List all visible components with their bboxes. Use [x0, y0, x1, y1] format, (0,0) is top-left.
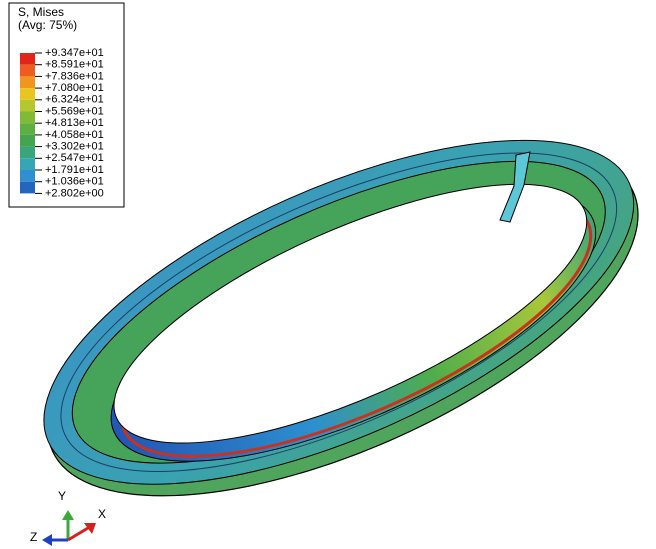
- legend-label: +2.802e+00: [45, 187, 104, 199]
- legend: S, Mises (Avg: 75%) +9.347e+01+8.591e+01…: [9, 3, 124, 207]
- legend-label: +7.080e+01: [45, 82, 104, 94]
- legend-label: +2.547e+01: [45, 152, 104, 164]
- legend-swatch: [20, 170, 35, 182]
- axis-triad: Y X Z: [30, 489, 106, 546]
- legend-label: +1.036e+01: [45, 176, 104, 188]
- legend-title: S, Mises: [18, 5, 64, 19]
- legend-swatch: [20, 182, 35, 194]
- viewport: S, Mises (Avg: 75%) +9.347e+01+8.591e+01…: [0, 0, 656, 549]
- legend-swatch: [20, 76, 35, 88]
- legend-label: +4.058e+01: [45, 129, 104, 141]
- legend-label: +4.813e+01: [45, 117, 104, 129]
- legend-swatch: [20, 112, 35, 124]
- legend-label: +3.302e+01: [45, 141, 104, 153]
- legend-label: +6.324e+01: [45, 94, 104, 106]
- legend-swatch: [20, 123, 35, 135]
- legend-swatch: [20, 100, 35, 112]
- legend-label: +1.791e+01: [45, 164, 104, 176]
- legend-scale: +9.347e+01+8.591e+01+7.836e+01+7.080e+01…: [20, 47, 104, 199]
- legend-swatch: [20, 135, 35, 147]
- legend-swatch: [20, 158, 35, 170]
- legend-swatch: [20, 147, 35, 159]
- legend-swatch: [20, 65, 35, 77]
- legend-swatch: [20, 88, 35, 100]
- legend-swatch: [20, 53, 35, 65]
- triad-z: Z: [30, 530, 37, 544]
- triad-x: X: [98, 507, 106, 521]
- legend-subtitle: (Avg: 75%): [18, 18, 77, 32]
- legend-label: +7.836e+01: [45, 70, 104, 82]
- legend-label: +5.569e+01: [45, 105, 104, 117]
- legend-label: +9.347e+01: [45, 47, 104, 59]
- legend-label: +8.591e+01: [45, 59, 104, 71]
- triad-y: Y: [58, 489, 66, 503]
